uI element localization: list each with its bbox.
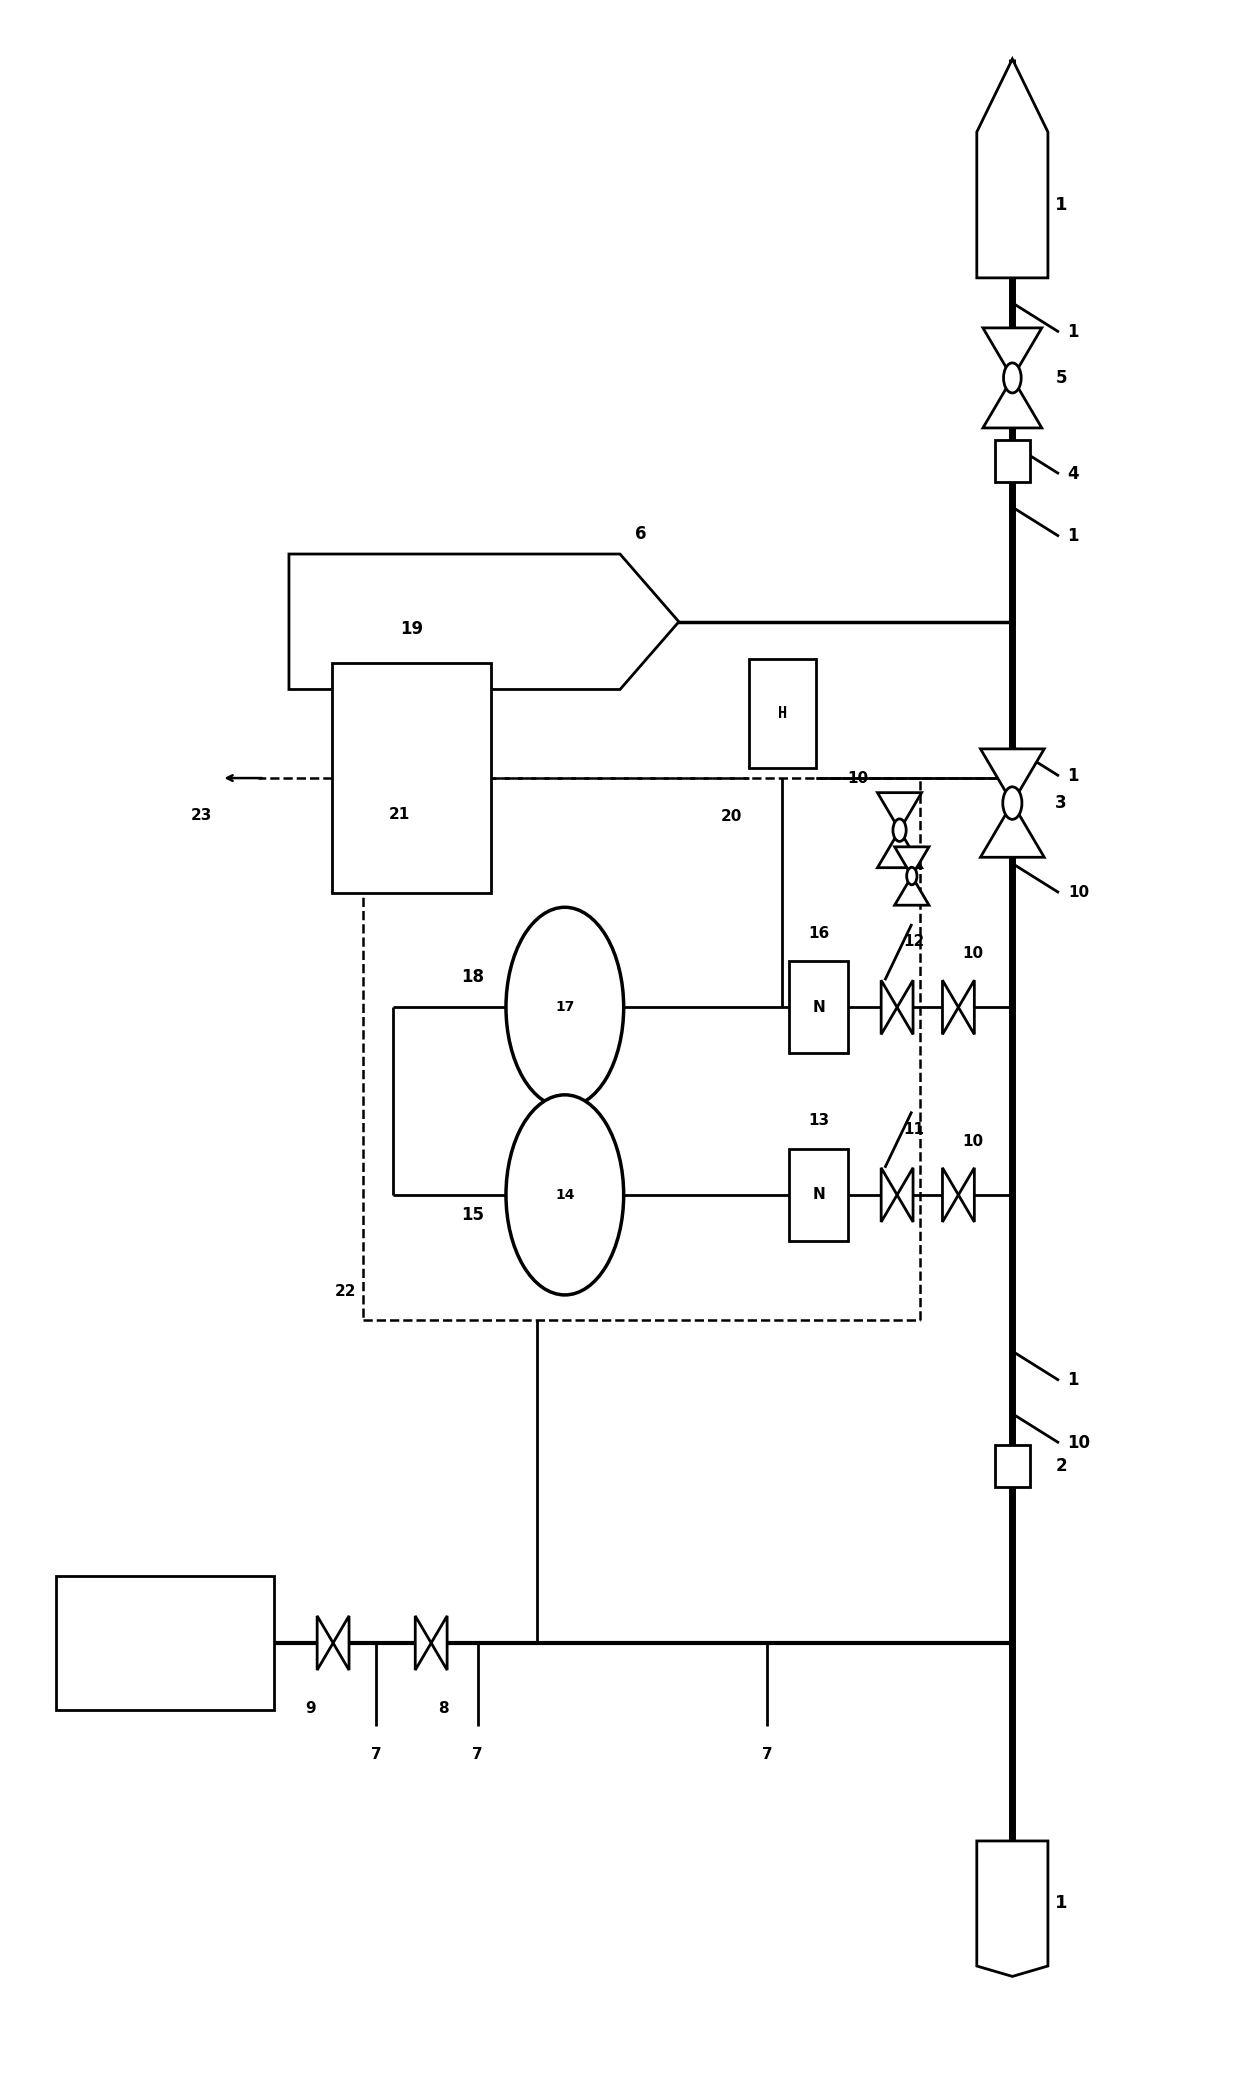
Text: 23: 23 [190, 808, 212, 822]
Text: H: H [777, 705, 787, 722]
Text: 8: 8 [438, 1701, 449, 1716]
Text: 1: 1 [1068, 527, 1079, 545]
Polygon shape [983, 378, 1042, 428]
Bar [789, 961, 848, 1053]
Circle shape [1003, 363, 1022, 392]
Text: 3: 3 [1055, 793, 1066, 812]
Text: 9: 9 [306, 1701, 316, 1716]
Polygon shape [289, 554, 678, 690]
Text: 10: 10 [1068, 1433, 1090, 1452]
Text: 10: 10 [962, 1135, 983, 1150]
Text: 1: 1 [1068, 323, 1079, 342]
Text: 6: 6 [635, 524, 646, 543]
Polygon shape [878, 793, 921, 831]
Text: 2: 2 [1055, 1456, 1066, 1475]
Text: 10: 10 [848, 770, 869, 785]
Polygon shape [983, 327, 1042, 378]
Polygon shape [897, 980, 913, 1034]
Polygon shape [894, 877, 929, 904]
Polygon shape [977, 1840, 1048, 1976]
Text: 1: 1 [1068, 768, 1079, 785]
Polygon shape [894, 848, 929, 877]
Text: 16: 16 [808, 925, 830, 940]
Polygon shape [981, 804, 1044, 858]
Bar [789, 1150, 848, 1240]
Polygon shape [977, 59, 1048, 277]
Text: 15: 15 [461, 1206, 484, 1223]
Bar [749, 659, 816, 768]
Bar [996, 1446, 1029, 1487]
Text: 19: 19 [401, 621, 423, 638]
Circle shape [506, 906, 624, 1108]
Text: 4: 4 [1068, 466, 1079, 483]
Circle shape [893, 818, 906, 841]
Circle shape [1003, 787, 1022, 820]
Text: 1: 1 [1055, 195, 1068, 214]
Polygon shape [432, 1615, 448, 1670]
Text: 7: 7 [371, 1748, 382, 1762]
Text: N: N [812, 1001, 825, 1015]
Polygon shape [942, 980, 959, 1034]
Text: 10: 10 [962, 946, 983, 961]
Text: 13: 13 [808, 1114, 830, 1129]
Text: 22: 22 [335, 1284, 356, 1299]
Text: 20: 20 [722, 810, 743, 825]
Text: 18: 18 [461, 969, 484, 986]
Polygon shape [882, 1169, 897, 1221]
Bar [996, 441, 1029, 483]
Polygon shape [897, 1169, 913, 1221]
Text: 10: 10 [1069, 885, 1090, 900]
Circle shape [906, 866, 916, 885]
Circle shape [506, 1095, 624, 1294]
Text: 14: 14 [556, 1187, 574, 1202]
Polygon shape [334, 1615, 348, 1670]
Text: 12: 12 [903, 934, 925, 948]
Polygon shape [959, 1169, 975, 1221]
Polygon shape [981, 749, 1044, 804]
Polygon shape [317, 1615, 334, 1670]
Text: 5: 5 [1055, 369, 1066, 386]
Polygon shape [942, 1169, 959, 1221]
Text: 1: 1 [1055, 1894, 1068, 1913]
Text: N: N [812, 1187, 825, 1202]
Bar [332, 663, 491, 892]
Polygon shape [882, 980, 897, 1034]
Text: 21: 21 [389, 808, 410, 822]
Text: 11: 11 [903, 1122, 924, 1137]
Text: 17: 17 [556, 1001, 574, 1013]
Polygon shape [959, 980, 975, 1034]
Polygon shape [878, 831, 921, 869]
Text: 7: 7 [761, 1748, 773, 1762]
Bar [56, 1576, 274, 1710]
Text: 1: 1 [1068, 1372, 1079, 1389]
Text: 7: 7 [472, 1748, 484, 1762]
Polygon shape [415, 1615, 432, 1670]
